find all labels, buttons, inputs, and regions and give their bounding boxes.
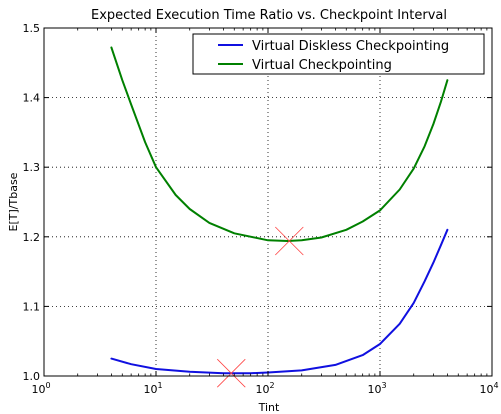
- series-line-1: [110, 228, 449, 375]
- x-axis-label: Tint: [258, 401, 280, 414]
- x-tick-exponent: 2: [269, 381, 274, 390]
- x-tick-exponent: 0: [45, 381, 50, 390]
- legend-label: Virtual Diskless Checkpointing: [252, 39, 449, 54]
- x-tick-exponent: 4: [493, 381, 498, 390]
- chart-title: Expected Execution Time Ratio vs. Checkp…: [91, 8, 447, 23]
- markers-group: [216, 226, 304, 388]
- legend: Virtual Diskless Checkpointing Virtual Ch…: [192, 33, 485, 75]
- y-tick-label: 1.2: [23, 231, 41, 244]
- grid: [44, 28, 492, 376]
- legend-label: Virtual Checkpointing: [252, 58, 392, 73]
- series-group: [110, 46, 449, 375]
- y-tick-label: 1.4: [23, 92, 41, 105]
- x-tick-label: 102: [255, 381, 274, 396]
- marker-stroke: [275, 226, 304, 256]
- x-tick-label: 101: [143, 381, 162, 396]
- ticks-group: [43, 27, 493, 377]
- marker-stroke: [216, 358, 246, 388]
- legend-box: [192, 33, 485, 75]
- y-tick-label: 1.1: [23, 300, 41, 313]
- y-tick-label: 1.5: [23, 22, 41, 35]
- marker-x: [275, 226, 304, 256]
- x-tick-base: 10: [479, 383, 493, 396]
- x-tick-label: 104: [479, 381, 498, 396]
- y-axis-label: E[T]/Tbase: [7, 172, 20, 231]
- x-tick-base: 10: [143, 383, 157, 396]
- x-tick-base: 10: [367, 383, 381, 396]
- x-tick-label: 100: [31, 381, 50, 396]
- x-tick-exponent: 1: [157, 381, 162, 390]
- x-tick-base: 10: [255, 383, 269, 396]
- y-tick-label: 1.3: [23, 161, 41, 174]
- x-tick-exponent: 3: [381, 381, 386, 390]
- marker-x: [216, 358, 246, 388]
- y-tick-label: 1.0: [23, 370, 41, 383]
- x-tick-base: 10: [31, 383, 45, 396]
- series-line-2: [110, 46, 449, 242]
- x-tick-label: 103: [367, 381, 386, 396]
